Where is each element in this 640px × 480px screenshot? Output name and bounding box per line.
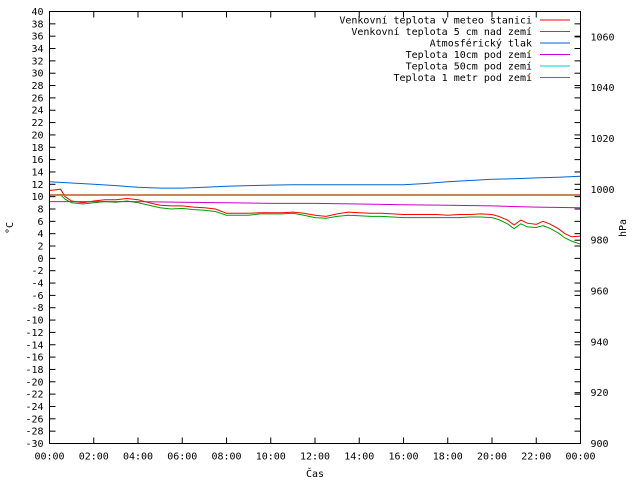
x-tick-label: 20:00 [477,452,507,463]
y-tick-label: 24 [31,106,43,117]
y-axis-label: °C [5,222,16,234]
y2-tick-label: 960 [591,287,609,298]
plot-frame [49,11,581,444]
y2-tick-label: 1020 [591,134,615,145]
y-tick-label: -18 [25,365,43,376]
y-tick-label: 10 [31,192,43,203]
y-tick-label: 28 [31,81,43,92]
legend: Venkovní teplota v meteo staniciVenkovní… [339,15,570,84]
legend-label: Venkovní teplota 5 cm nad zemí [351,26,532,38]
y-tick-label: -20 [25,377,43,388]
y-tick-label: -10 [25,316,43,327]
y2-tick-label: 1000 [591,185,615,196]
x-tick-label: 18:00 [433,452,463,463]
y2-tick-label: 940 [591,337,609,348]
legend-label: Venkovní teplota v meteo stanici [339,15,532,27]
series-line-1 [49,194,581,245]
series-layer [49,175,581,245]
y-tick-label: -14 [25,340,43,351]
y2-tick-label: 900 [591,439,609,450]
legend-label: Teplota 1 metr pod zemí [394,72,532,84]
y-tick-label: 32 [31,56,43,67]
y-tick-label: -8 [31,303,43,314]
x-tick-label: 16:00 [388,452,418,463]
y-tick-label: -4 [31,279,43,290]
legend-label: Atmosférický tlak [430,38,532,50]
series-line-2 [49,175,581,189]
y-tick-label: 18 [31,143,43,154]
y-tick-label: 30 [31,69,43,80]
y-tick-label: -16 [25,353,43,364]
y-tick-label: 16 [31,155,43,166]
y-tick-label: 34 [31,44,43,55]
y2-tick-label: 980 [591,236,609,247]
x-tick-label: 10:00 [256,452,286,463]
x-tick-label: 14:00 [344,452,374,463]
x-tick-label: 22:00 [521,452,551,463]
y2-axis-label: hPa [618,219,629,237]
y-tick-label: -6 [31,291,43,302]
y-tick-label: -12 [25,328,43,339]
legend-label: Teplota 10cm pod zemí [406,49,532,61]
y-tick-label: 12 [31,180,43,191]
x-tick-label: 12:00 [300,452,330,463]
x-tick-label: 00:00 [565,452,595,463]
y-tick-label: 6 [37,217,43,228]
y-tick-label: 38 [31,19,43,30]
y-tick-label: 8 [37,204,43,215]
y-tick-label: 36 [31,32,43,43]
y-tick-label: -26 [25,414,43,425]
x-tick-label: 04:00 [123,452,153,463]
y-tick-label: 4 [37,229,43,240]
y-tick-label: -22 [25,390,43,401]
axis-layer: -30-28-26-24-22-20-18-16-14-12-10-8-6-4-… [25,7,614,463]
x-tick-label: 02:00 [79,452,109,463]
y-tick-label: 2 [37,242,43,253]
x-tick-label: 00:00 [34,452,64,463]
y-tick-label: -24 [25,402,43,413]
y-tick-label: 40 [31,7,43,18]
y2-tick-label: 1060 [591,32,615,43]
y-tick-label: -28 [25,427,43,438]
y-tick-label: 14 [31,167,43,178]
y-tick-label: -2 [31,266,43,277]
y-tick-label: 26 [31,93,43,104]
series-line-3 [49,201,581,209]
x-tick-label: 06:00 [167,452,197,463]
x-tick-label: 08:00 [211,452,241,463]
legend-label: Teplota 50cm pod zemí [406,61,532,73]
y2-tick-label: 1040 [591,83,615,94]
y-tick-label: 20 [31,130,43,141]
y-tick-label: -30 [25,439,43,450]
y2-tick-label: 920 [591,388,609,399]
series-line-0 [49,188,581,238]
y-tick-label: 22 [31,118,43,129]
y-tick-label: 0 [37,254,43,265]
x-axis-label: Čas [306,467,324,480]
